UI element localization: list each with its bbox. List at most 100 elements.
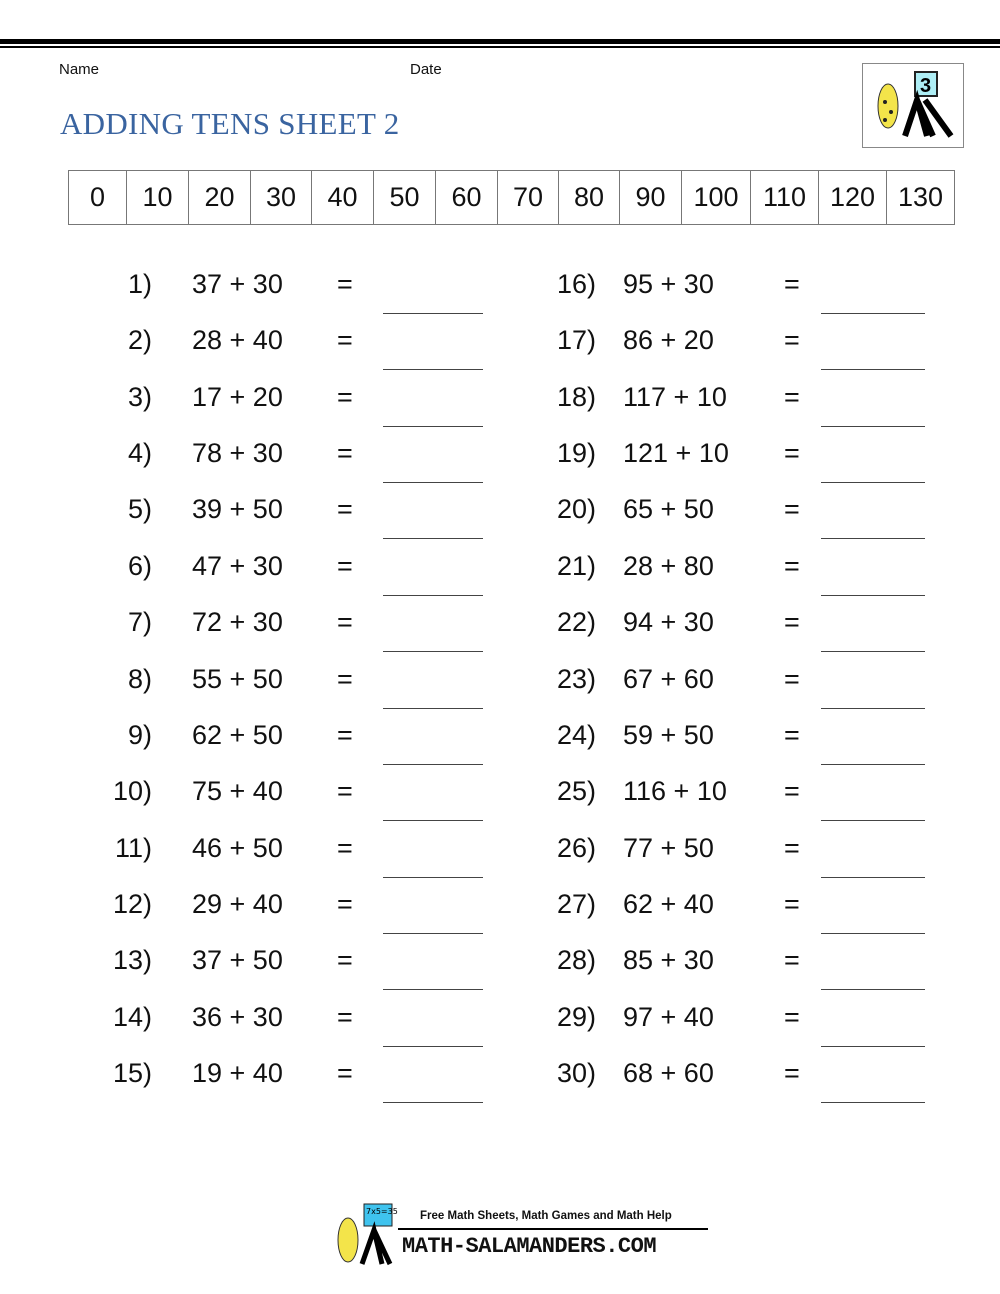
answer-line[interactable] bbox=[383, 482, 483, 484]
problem-number: 27) bbox=[556, 888, 596, 919]
equals-sign: = bbox=[337, 832, 353, 863]
equals-sign: = bbox=[337, 1001, 353, 1032]
problem-number: 11) bbox=[114, 832, 152, 863]
number-line-cell: 130 bbox=[897, 182, 944, 212]
problem-expression: 85 + 30 bbox=[623, 945, 714, 976]
top-rule-thin bbox=[0, 46, 1000, 48]
problem-expression: 55 + 50 bbox=[192, 663, 283, 694]
problem-number: 25) bbox=[556, 776, 596, 807]
equals-sign: = bbox=[337, 719, 353, 750]
answer-line[interactable] bbox=[821, 820, 925, 822]
problem-expression: 121 + 10 bbox=[623, 438, 729, 469]
footer-divider bbox=[398, 1228, 708, 1230]
answer-line[interactable] bbox=[383, 932, 483, 934]
problem-number: 13) bbox=[112, 945, 152, 976]
answer-line[interactable] bbox=[383, 820, 483, 822]
answer-line[interactable] bbox=[821, 876, 925, 878]
answer-line[interactable] bbox=[383, 707, 483, 709]
problem-number: 6) bbox=[127, 550, 152, 581]
problem-expression: 37 + 50 bbox=[192, 945, 283, 976]
problem-expression: 75 + 40 bbox=[192, 776, 283, 807]
equals-sign: = bbox=[337, 494, 353, 525]
answer-line[interactable] bbox=[821, 763, 925, 765]
answer-line[interactable] bbox=[383, 594, 483, 596]
equals-sign: = bbox=[784, 945, 800, 976]
problem-number: 4) bbox=[127, 438, 152, 469]
equals-sign: = bbox=[337, 776, 353, 807]
number-line-cell: 40 bbox=[312, 171, 374, 224]
problem-expression: 46 + 50 bbox=[192, 832, 283, 863]
answer-line[interactable] bbox=[383, 763, 483, 765]
problem-number: 14) bbox=[112, 1001, 152, 1032]
salamander-logo: 3 bbox=[862, 63, 964, 148]
answer-line[interactable] bbox=[821, 369, 925, 371]
equals-sign: = bbox=[784, 888, 800, 919]
answer-line[interactable] bbox=[821, 932, 925, 934]
equals-sign: = bbox=[784, 438, 800, 469]
number-line-cell: 30 bbox=[251, 171, 312, 224]
problem-number: 2) bbox=[127, 325, 152, 356]
problem-expression: 59 + 50 bbox=[623, 719, 714, 750]
answer-line[interactable] bbox=[821, 482, 925, 484]
problem-number: 7) bbox=[127, 607, 152, 638]
answer-line[interactable] bbox=[821, 538, 925, 540]
problem-expression: 62 + 40 bbox=[623, 888, 714, 919]
problem-expression: 28 + 80 bbox=[623, 550, 714, 581]
date-label: Date bbox=[410, 61, 442, 78]
number-line-cell: 60 bbox=[436, 171, 498, 224]
page-title: ADDING TENS SHEET 2 bbox=[60, 106, 400, 141]
equals-sign: = bbox=[337, 663, 353, 694]
problem-number: 8) bbox=[127, 663, 152, 694]
problem-expression: 94 + 30 bbox=[623, 607, 714, 638]
problem-number: 30) bbox=[556, 1058, 596, 1089]
problem-number: 29) bbox=[556, 1001, 596, 1032]
answer-line[interactable] bbox=[383, 651, 483, 653]
problem-expression: 95 + 30 bbox=[623, 269, 714, 299]
problem-expression: 116 + 10 bbox=[623, 776, 727, 807]
salamander-icon: 7x5=35 bbox=[337, 1203, 398, 1266]
number-line-cell: 120 bbox=[819, 171, 887, 224]
number-line-cell: 20 bbox=[189, 171, 251, 224]
svg-text:7x5=35: 7x5=35 bbox=[366, 1207, 398, 1216]
problem-number: 9) bbox=[127, 719, 152, 750]
answer-line[interactable] bbox=[821, 1102, 925, 1104]
number-line-cell: 10 bbox=[127, 171, 189, 224]
answer-line[interactable] bbox=[383, 538, 483, 540]
problem-expression: 86 + 20 bbox=[623, 325, 714, 356]
equals-sign: = bbox=[337, 269, 353, 299]
answer-line[interactable] bbox=[821, 1045, 925, 1047]
answer-line[interactable] bbox=[821, 707, 925, 709]
equals-sign: = bbox=[784, 1058, 800, 1089]
answer-line[interactable] bbox=[383, 876, 483, 878]
equals-sign: = bbox=[337, 381, 353, 412]
problem-expression: 39 + 50 bbox=[192, 494, 283, 525]
answer-line[interactable] bbox=[383, 425, 483, 427]
equals-sign: = bbox=[784, 325, 800, 356]
equals-sign: = bbox=[337, 550, 353, 581]
problem-expression: 77 + 50 bbox=[623, 832, 714, 863]
problem-number: 17) bbox=[556, 325, 596, 356]
answer-line[interactable] bbox=[383, 313, 483, 314]
problem-expression: 72 + 30 bbox=[192, 607, 283, 638]
problem-expression: 28 + 40 bbox=[192, 325, 283, 356]
answer-line[interactable] bbox=[383, 1102, 483, 1104]
answer-line[interactable] bbox=[383, 369, 483, 371]
number-line-cell: 70 bbox=[498, 171, 559, 224]
answer-line[interactable] bbox=[821, 651, 925, 653]
problem-expression: 36 + 30 bbox=[192, 1001, 283, 1032]
equals-sign: = bbox=[784, 663, 800, 694]
equals-sign: = bbox=[784, 381, 800, 412]
answer-line[interactable] bbox=[821, 425, 925, 427]
problem-expression: 29 + 40 bbox=[192, 888, 283, 919]
answer-line[interactable] bbox=[821, 313, 925, 314]
equals-sign: = bbox=[337, 325, 353, 356]
answer-line[interactable] bbox=[821, 594, 925, 596]
problem-number: 5) bbox=[127, 494, 152, 525]
problem-number: 1) bbox=[127, 269, 152, 299]
equals-sign: = bbox=[337, 438, 353, 469]
answer-line[interactable] bbox=[383, 1045, 483, 1047]
answer-line[interactable] bbox=[383, 989, 483, 991]
problem-expression: 68 + 60 bbox=[623, 1058, 714, 1089]
problem-expression: 78 + 30 bbox=[192, 438, 283, 469]
answer-line[interactable] bbox=[821, 989, 925, 991]
